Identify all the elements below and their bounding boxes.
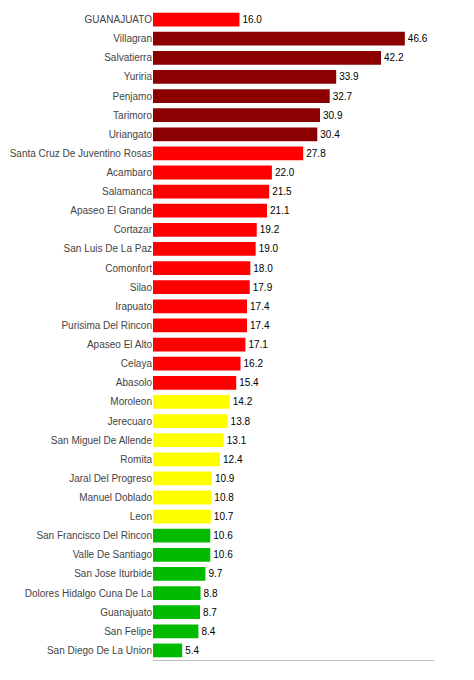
svg-text:30.4: 30.4 <box>320 129 340 140</box>
svg-text:21.5: 21.5 <box>272 186 292 197</box>
svg-text:30.9: 30.9 <box>323 110 343 121</box>
svg-text:9.7: 9.7 <box>208 568 222 579</box>
svg-text:17.4: 17.4 <box>250 301 270 312</box>
svg-text:Villagran: Villagran <box>113 33 152 44</box>
svg-text:Yuriria: Yuriria <box>124 71 153 82</box>
svg-text:Acambaro: Acambaro <box>106 167 152 178</box>
svg-text:27.8: 27.8 <box>306 148 326 159</box>
svg-text:Cortazar: Cortazar <box>114 224 153 235</box>
svg-text:Comonfort: Comonfort <box>105 263 152 274</box>
svg-text:17.1: 17.1 <box>248 339 268 350</box>
svg-text:Leon: Leon <box>130 511 152 522</box>
svg-text:Dolores Hidalgo Cuna De La: Dolores Hidalgo Cuna De La <box>25 588 153 599</box>
svg-text:Apaseo El Alto: Apaseo El Alto <box>87 339 152 350</box>
svg-text:10.8: 10.8 <box>214 492 234 503</box>
svg-text:16.0: 16.0 <box>242 14 262 25</box>
svg-text:10.6: 10.6 <box>213 530 233 541</box>
svg-text:5.4: 5.4 <box>185 645 199 656</box>
svg-text:Abasolo: Abasolo <box>116 377 153 388</box>
svg-text:San Felipe: San Felipe <box>104 626 152 637</box>
svg-text:Salvatierra: Salvatierra <box>104 52 152 63</box>
svg-text:17.4: 17.4 <box>250 320 270 331</box>
svg-text:42.2: 42.2 <box>384 52 404 63</box>
svg-text:16.2: 16.2 <box>244 358 264 369</box>
svg-text:22.0: 22.0 <box>275 167 295 178</box>
svg-text:Uriangato: Uriangato <box>109 129 153 140</box>
svg-text:Penjamo: Penjamo <box>113 91 153 102</box>
svg-text:San Francisco Del Rincon: San Francisco Del Rincon <box>36 530 152 541</box>
svg-text:Tarimoro: Tarimoro <box>113 110 152 121</box>
svg-text:San Jose Iturbide: San Jose Iturbide <box>74 568 152 579</box>
svg-text:46.6: 46.6 <box>408 33 428 44</box>
svg-text:San Diego De La Union: San Diego De La Union <box>47 645 152 656</box>
svg-text:32.7: 32.7 <box>333 91 353 102</box>
svg-text:San Miguel De Allende: San Miguel De Allende <box>51 435 153 446</box>
svg-text:Valle De Santiago: Valle De Santiago <box>73 549 153 560</box>
svg-text:13.8: 13.8 <box>231 416 251 427</box>
svg-text:10.9: 10.9 <box>215 473 235 484</box>
svg-text:GUANAJUATO: GUANAJUATO <box>85 14 153 25</box>
svg-text:8.7: 8.7 <box>203 607 217 618</box>
svg-text:Manuel Doblado: Manuel Doblado <box>79 492 152 503</box>
svg-text:19.2: 19.2 <box>260 224 280 235</box>
svg-text:Silao: Silao <box>130 282 153 293</box>
svg-text:Celaya: Celaya <box>121 358 153 369</box>
svg-text:12.4: 12.4 <box>223 454 243 465</box>
svg-text:33.9: 33.9 <box>339 71 359 82</box>
svg-text:Purisima Del Rincon: Purisima Del Rincon <box>61 320 152 331</box>
svg-text:San Luis De La Paz: San Luis De La Paz <box>64 243 152 254</box>
svg-text:Moroleon: Moroleon <box>110 396 152 407</box>
svg-text:Irapuato: Irapuato <box>115 301 152 312</box>
svg-text:Jaral Del Progreso: Jaral Del Progreso <box>69 473 152 484</box>
svg-text:13.1: 13.1 <box>227 435 247 446</box>
svg-text:14.2: 14.2 <box>233 396 253 407</box>
svg-text:Jerecuaro: Jerecuaro <box>108 416 153 427</box>
svg-text:10.7: 10.7 <box>214 511 234 522</box>
svg-text:15.4: 15.4 <box>239 377 259 388</box>
svg-text:8.4: 8.4 <box>201 626 215 637</box>
svg-text:Romita: Romita <box>120 454 152 465</box>
svg-text:10.6: 10.6 <box>213 549 233 560</box>
svg-text:Apaseo El Grande: Apaseo El Grande <box>70 205 152 216</box>
svg-text:8.8: 8.8 <box>204 588 218 599</box>
svg-text:Santa Cruz De Juventino Rosas: Santa Cruz De Juventino Rosas <box>10 148 152 159</box>
svg-text:Salamanca: Salamanca <box>102 186 152 197</box>
svg-text:19.0: 19.0 <box>259 243 279 254</box>
svg-text:17.9: 17.9 <box>253 282 273 293</box>
svg-text:Guanajuato: Guanajuato <box>100 607 152 618</box>
svg-text:18.0: 18.0 <box>253 263 273 274</box>
svg-text:21.1: 21.1 <box>270 205 290 216</box>
